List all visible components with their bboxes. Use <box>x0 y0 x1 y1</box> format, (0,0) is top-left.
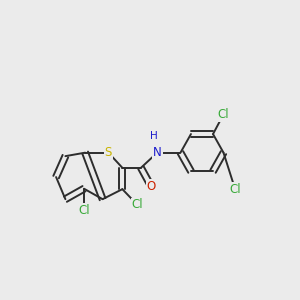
Text: N: N <box>153 146 162 159</box>
Text: Cl: Cl <box>132 199 143 212</box>
Text: S: S <box>105 146 112 159</box>
Text: H: H <box>150 131 158 141</box>
Text: Cl: Cl <box>78 204 90 217</box>
Text: O: O <box>147 180 156 193</box>
Text: Cl: Cl <box>218 108 229 121</box>
Text: Cl: Cl <box>229 183 241 196</box>
